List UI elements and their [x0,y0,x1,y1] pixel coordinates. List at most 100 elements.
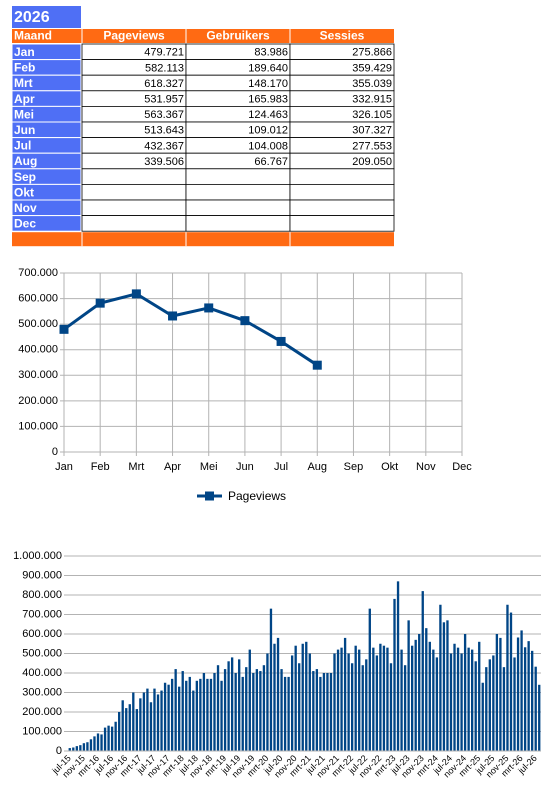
cell-value: 209.050 [352,156,392,168]
bar [199,678,202,751]
x-tick-label: Jul [274,461,288,473]
bar [319,676,322,751]
bar [379,643,382,751]
bar [96,733,100,751]
cell [81,183,187,201]
bar [386,647,389,751]
y-tick-label: 700.000 [18,267,58,279]
bar [463,634,467,751]
bar [432,649,435,751]
bar [163,682,167,751]
bar [513,657,516,751]
bar [418,634,421,751]
y-tick-label: 800.000 [22,589,62,601]
bar [245,667,248,751]
bar [460,653,463,751]
bar [446,620,449,751]
bar [89,739,93,751]
month-label: Mrt [14,76,33,90]
bar [72,747,75,751]
cell [289,199,395,217]
bar [361,665,364,751]
bar [485,667,488,751]
x-tick-label: Aug [307,461,327,473]
bar [174,669,177,751]
cell [185,199,291,217]
bar [403,665,407,751]
bar [234,673,237,751]
bar [75,746,78,751]
point [95,298,105,308]
bar [499,637,502,751]
y-tick-label: 700.000 [22,608,62,620]
month-label: Jul [14,139,31,153]
bar [82,743,86,751]
point [168,311,178,321]
bar [449,653,453,751]
header-row [12,29,394,43]
month-label: Sep [14,170,36,184]
bar [248,649,251,751]
bar [471,649,474,751]
x-tick-label: Jun [236,461,254,473]
bar [280,669,283,751]
bar [506,604,509,751]
bar [118,712,121,751]
bar [103,727,107,751]
bar [252,673,255,751]
cell-value: 148.170 [248,78,288,90]
bar [350,663,354,751]
table-header: Gebruikers [206,29,270,43]
bar [442,622,446,751]
bar [478,641,481,751]
bar [216,665,220,751]
bar [114,721,117,751]
cell-value: 165.983 [248,94,288,106]
point [59,324,69,334]
bar [435,657,439,751]
bar [283,676,287,751]
cell [289,168,395,185]
bar [290,655,294,751]
bar [354,645,357,751]
y-tick-label: 200.000 [18,395,58,407]
bar [382,645,386,751]
bar [375,655,379,751]
cell-value: 275.866 [352,47,392,59]
bar [467,647,470,751]
cell [81,199,187,217]
cell-value: 66.767 [254,156,288,168]
bar [107,725,110,751]
bar [534,666,537,751]
bar [156,694,160,751]
bar [343,637,347,751]
cell [81,215,187,232]
cell-value: 83.986 [254,47,288,59]
bar [456,647,460,751]
bar [336,649,340,751]
bar [192,690,195,751]
bar [259,671,262,751]
bar [160,690,163,751]
bar [223,669,227,751]
cell-value: 359.429 [352,62,392,74]
bar [142,692,146,751]
cell [185,215,291,232]
bar [414,639,417,751]
y-tick-label: 100.000 [18,420,58,432]
bar [153,688,156,751]
bar [209,678,213,751]
bar [425,628,428,751]
y-tick-label: 600.000 [18,292,58,304]
bar [308,653,311,751]
cell [289,215,395,232]
bar [315,669,319,751]
bar [531,650,534,751]
cell [185,168,291,185]
y-tick-label: 400.000 [18,344,58,356]
cell-value: 189.640 [248,62,288,74]
bar [516,637,520,751]
bar [393,598,396,751]
bar [523,647,527,751]
